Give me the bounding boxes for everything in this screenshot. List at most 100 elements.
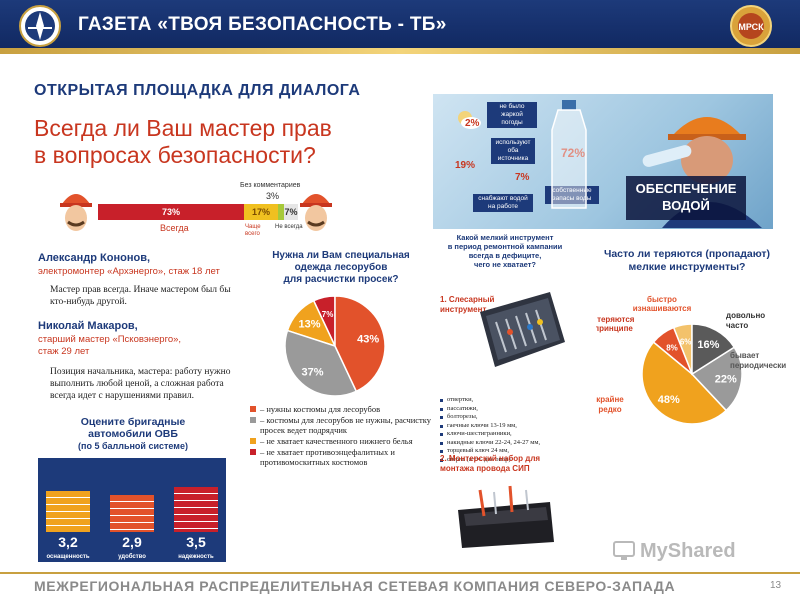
rating-title-line1: Оцените бригадные bbox=[80, 416, 186, 428]
quote-2-role-line1: старший мастер «Псковэнерго», bbox=[38, 334, 182, 345]
water-banner-line1: ОБЕСПЕЧЕНИЕ bbox=[635, 181, 737, 196]
rating-label-reliability: надежность bbox=[178, 554, 214, 560]
pie-value-label-2: 13% bbox=[298, 319, 320, 331]
pie-slice-1 bbox=[284, 329, 358, 397]
pie-value-label-3: 8% bbox=[666, 343, 678, 352]
rating-bar-equipment bbox=[46, 491, 90, 532]
worker-face-left-icon bbox=[60, 194, 92, 231]
water-banner-line2: ВОДОЙ bbox=[662, 198, 710, 213]
bar-segment-often: 17% bbox=[244, 204, 278, 220]
tools-list: отвертки, пассатижи, болторезы, гаечные … bbox=[440, 396, 590, 464]
bullet-icon bbox=[440, 399, 443, 402]
bullet-icon bbox=[440, 416, 443, 419]
tools-subtitle-lineman: 2. Монтерский набор для монтажа провода … bbox=[440, 454, 540, 474]
label-often: Чаще всего bbox=[245, 224, 261, 237]
pie-value-label-2: 48% bbox=[658, 394, 680, 406]
worker-face-right-icon bbox=[300, 194, 332, 231]
water-tag-no-heat: не было жаркой погоды bbox=[487, 102, 537, 128]
rating-value-equipment: 3,2 bbox=[58, 534, 78, 550]
footer-company-name: МЕЖРЕГИОНАЛЬНАЯ РАСПРЕДЕЛИТЕЛЬНАЯ СЕТЕВА… bbox=[34, 578, 676, 594]
water-tag-both-sources: используют оба источника bbox=[491, 138, 535, 164]
bullet-icon bbox=[440, 407, 443, 411]
tools-item-2: болторезы, bbox=[447, 413, 478, 420]
rating-value-comfort: 2,9 bbox=[122, 534, 142, 550]
pie-slice-0 bbox=[691, 323, 736, 376]
myshared-logo-icon bbox=[613, 541, 635, 560]
survey-title-line2: одежда лесорубов bbox=[294, 262, 388, 273]
tools-item-6: торцевый ключ 24 мм, bbox=[447, 447, 510, 454]
water-pct-at-work: 7% bbox=[515, 172, 530, 183]
tools-subtitle-2-line1: 2. Монтерский набор для bbox=[440, 454, 541, 463]
section-title: ОТКРЫТАЯ ПЛОЩАДКА ДЛЯ ДИАЛОГА bbox=[34, 82, 361, 99]
quote-2-text: Позиция начальника, мастера: работу нужн… bbox=[50, 367, 231, 401]
label-never: Не всегда bbox=[275, 224, 303, 230]
pie-value-label-0: 43% bbox=[357, 334, 379, 346]
tools-title-line2: в период ремонтной кампании bbox=[447, 242, 563, 251]
tools-subtitle-2-line2: монтажа провода СИП bbox=[440, 464, 530, 473]
list-item: гаечные ключи 13-19 мм, bbox=[440, 422, 590, 431]
lost-label-notlost-2: в принципе bbox=[596, 324, 633, 333]
sun-cloud-icon bbox=[458, 111, 481, 129]
bullet-icon bbox=[440, 441, 443, 445]
bullet-icon bbox=[440, 433, 443, 436]
legend-text-2: – не хватает качественного нижнего белья bbox=[260, 436, 413, 446]
pie-value-label-1: 22% bbox=[715, 373, 737, 385]
header-bar bbox=[0, 0, 800, 52]
quote-1-name: Александр Кононов, bbox=[38, 252, 151, 264]
water-pct-own-stock: 72% bbox=[561, 146, 585, 160]
label-always: Всегда bbox=[160, 223, 189, 233]
header-gold-stripe bbox=[0, 48, 800, 54]
bullet-icon bbox=[440, 424, 443, 428]
lost-label-worn-1: быстро bbox=[647, 295, 677, 304]
list-item: торцевый ключ 24 мм, bbox=[440, 447, 590, 456]
legend-text-0: – нужны костюмы для лесорубов bbox=[260, 404, 381, 414]
list-item: сверла (в т.ч. для опор) bbox=[440, 456, 590, 465]
rating-bar-reliability bbox=[174, 487, 218, 532]
list-item: ключи-шестигранники, bbox=[440, 430, 590, 439]
master-question-line2: в вопросах безопасности? bbox=[34, 142, 316, 168]
water-banner: ОБЕСПЕЧЕНИЕ ВОДОЙ bbox=[626, 176, 746, 220]
lost-label-often-2: часто bbox=[726, 321, 748, 330]
water-pct-no-heat: 2% bbox=[465, 118, 480, 129]
legend-swatch-1 bbox=[250, 417, 256, 423]
tools-item-4: ключи-шестигранники, bbox=[447, 430, 512, 437]
bar-segment-no-comment bbox=[278, 204, 284, 220]
legend-swatch-3 bbox=[250, 449, 256, 455]
legend-item: – костюмы для лесорубов не нужны, расчис… bbox=[250, 415, 440, 435]
tools-subtitle-locksmith: 1. Слесарный инструмент bbox=[440, 295, 494, 315]
water-bottle-icon bbox=[551, 100, 587, 209]
pie-slice-1 bbox=[690, 346, 743, 412]
legend-text-1: – костюмы для лесорубов не нужны, расчис… bbox=[260, 415, 432, 435]
bar-segment-never: 7% bbox=[284, 204, 298, 220]
rating-label-comfort: удобство bbox=[118, 554, 146, 560]
master-question-line1: Всегда ли Ваш мастер прав bbox=[34, 115, 332, 141]
tools-subtitle-1-line2: инструмент bbox=[440, 305, 487, 314]
label-no-comment: Без комментариев bbox=[240, 182, 301, 189]
lost-label-rare-2: редко bbox=[598, 405, 621, 414]
tools-title-line4: чего не хватает? bbox=[473, 260, 537, 269]
page-number: 13 bbox=[770, 580, 782, 591]
rating-title-line3: (по 5 балльной системе) bbox=[78, 441, 188, 451]
list-item: накидные ключи 22-24, 24-27 мм, bbox=[440, 439, 590, 448]
lost-label-notlost-1: не теряются bbox=[596, 315, 635, 324]
master-question: Всегда ли Ваш мастер прав в вопросах без… bbox=[34, 115, 374, 169]
tools-title: Какой мелкий инструмент в период ремонтн… bbox=[440, 233, 570, 269]
lost-label-periodic-1: бывает bbox=[730, 351, 759, 360]
survey-title-line1: Нужна ли Вам специальная bbox=[272, 250, 410, 261]
lost-label-worn-2: изнашиваются bbox=[633, 304, 692, 313]
clothing-legend: – нужны костюмы для лесорубов – костюмы … bbox=[250, 404, 440, 468]
tools-item-5: накидные ключи 22-24, 24-27 мм, bbox=[447, 438, 541, 446]
list-item: болторезы, bbox=[440, 413, 590, 422]
quote-2-role-line2: стаж 29 лет bbox=[38, 346, 90, 357]
lost-title-line2: мелкие инструменты? bbox=[628, 261, 746, 273]
lost-title-line1: Часто ли теряются (пропадают) bbox=[603, 248, 771, 260]
water-pct-both-sources: 19% bbox=[455, 160, 476, 171]
survey-title-line3: для расчистки просек? bbox=[283, 274, 399, 285]
lost-label-rare-1: крайне bbox=[596, 395, 624, 404]
mrsk-logo-text: МРСК bbox=[738, 22, 764, 32]
toolbox-icon bbox=[480, 292, 565, 367]
pie-value-label-4: 6% bbox=[680, 338, 692, 347]
list-item: пассатижи, bbox=[440, 405, 590, 414]
list-item: отвертки, bbox=[440, 396, 590, 405]
legend-swatch-2 bbox=[250, 438, 256, 444]
